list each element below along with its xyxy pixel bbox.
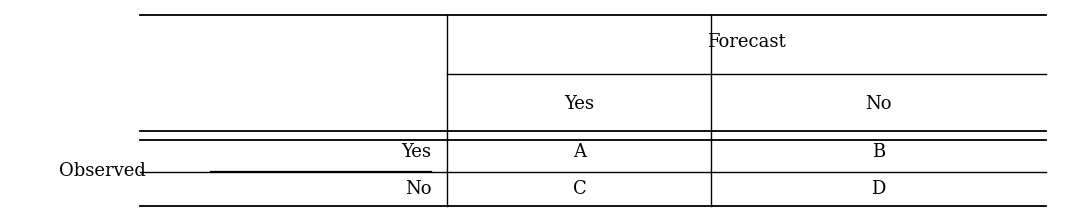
Text: A: A — [572, 143, 586, 160]
Text: No: No — [866, 95, 892, 113]
Text: B: B — [872, 143, 885, 160]
Text: C: C — [572, 180, 586, 198]
Text: Observed: Observed — [59, 162, 147, 180]
Text: No: No — [404, 180, 431, 198]
Text: Yes: Yes — [401, 143, 431, 160]
Text: Forecast: Forecast — [707, 33, 786, 51]
Text: Yes: Yes — [565, 95, 594, 113]
Text: D: D — [871, 180, 886, 198]
